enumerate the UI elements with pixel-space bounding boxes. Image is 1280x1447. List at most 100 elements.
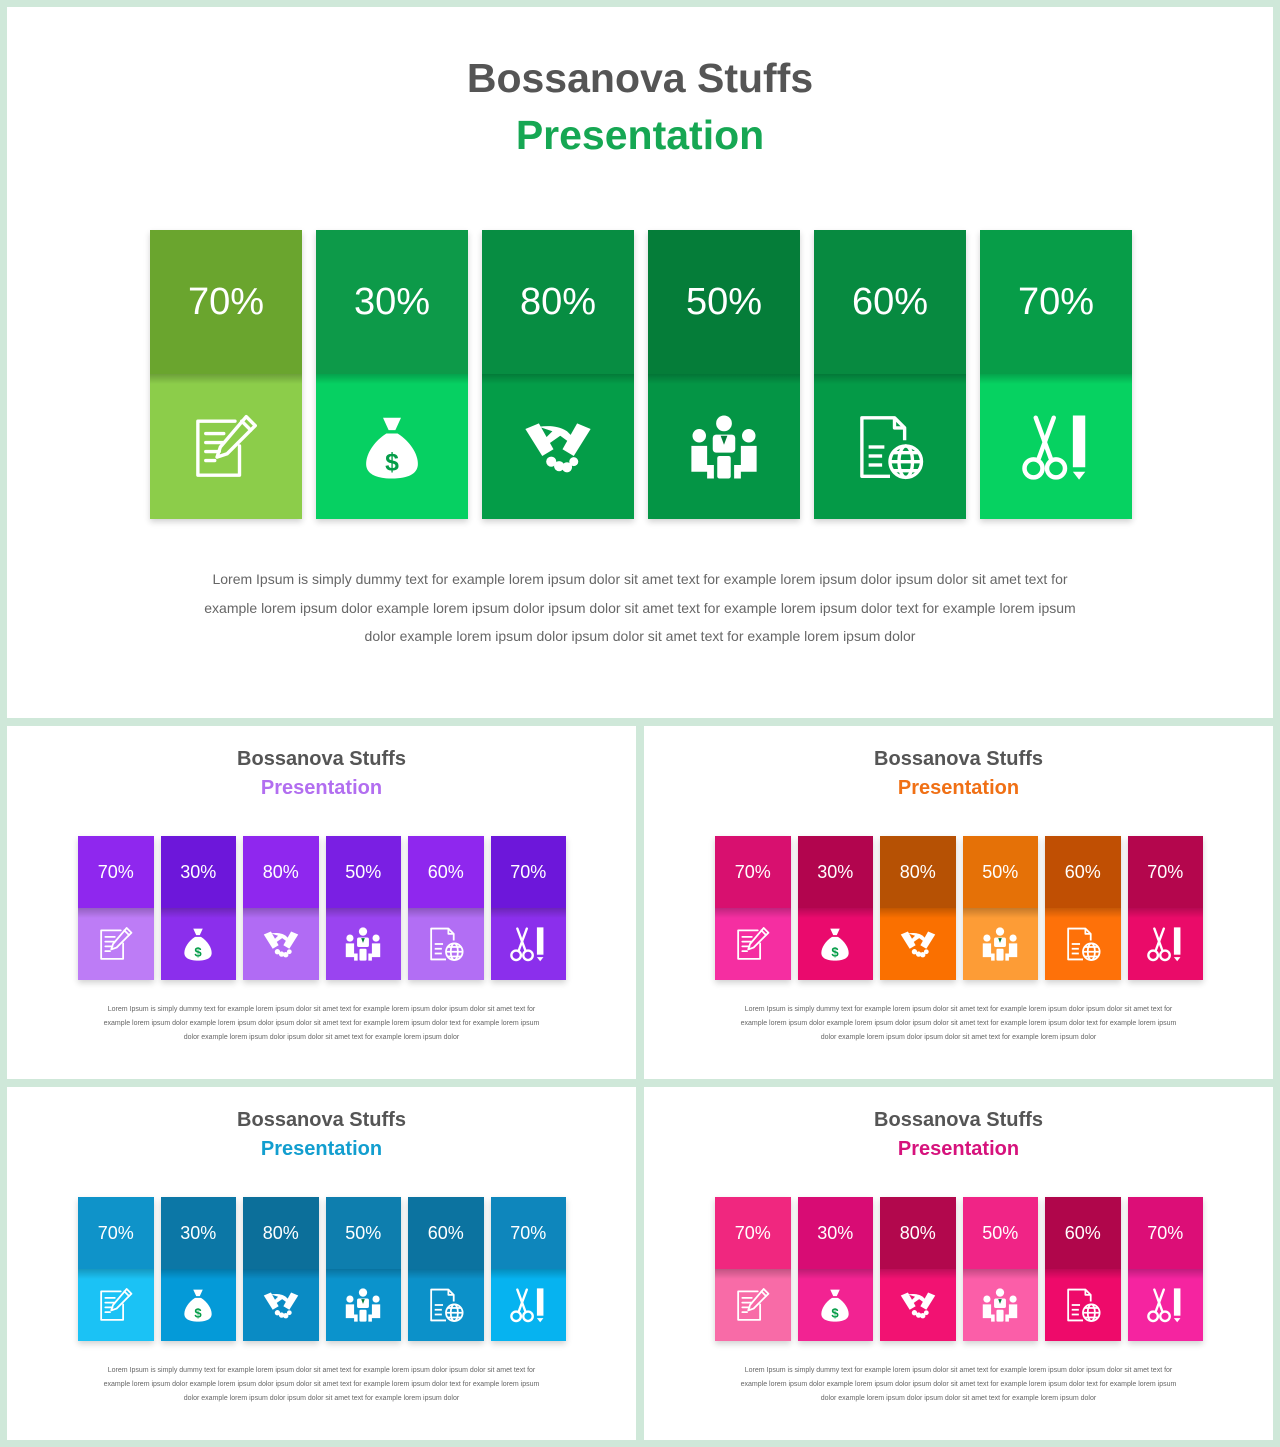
- card-icon-panel: $: [160, 908, 236, 980]
- card-row: 70% 30% $80% 50% 60% 70%: [78, 836, 566, 980]
- slide-main[interactable]: Bossanova Stuffs Presentation 70% 30% $80%…: [7, 7, 1273, 718]
- handshake-icon: [899, 925, 937, 963]
- percent-card: 60%: [814, 230, 966, 519]
- slide-title: Bossanova Stuffs: [237, 1109, 406, 1131]
- card-percent-value: 80%: [243, 1197, 319, 1269]
- body-text: Lorem Ipsum is simply dummy text for exa…: [644, 1003, 1273, 1045]
- percent-card: 30% $: [160, 1197, 236, 1341]
- card-icon-panel: [325, 908, 401, 980]
- card-icon-panel: [962, 1269, 1038, 1341]
- percent-card: 60%: [1045, 1197, 1121, 1341]
- svg-text:$: $: [385, 449, 399, 476]
- handshake-icon: [899, 1286, 937, 1324]
- body-text: Lorem Ipsum is simply dummy text for exa…: [7, 565, 1273, 651]
- body-text: Lorem Ipsum is simply dummy text for exa…: [644, 1364, 1273, 1406]
- card-icon-panel: [490, 1269, 566, 1341]
- percent-card: 70%: [715, 1197, 791, 1341]
- percent-card: 80%: [482, 230, 634, 519]
- note-edit-icon: [97, 1286, 135, 1324]
- percent-card: 80%: [880, 1197, 956, 1341]
- body-text-line: example lorem ipsum dolor example lorem …: [740, 1020, 1177, 1027]
- card-percent-value: 30%: [316, 230, 468, 374]
- card-icon-panel: [980, 374, 1132, 519]
- card-icon-panel: [408, 1269, 484, 1341]
- card-row: 70% 30% $80% 50% 60% 70%: [78, 1197, 566, 1341]
- card-percent-value: 60%: [408, 836, 484, 908]
- svg-text:$: $: [832, 1305, 840, 1320]
- slide-subtitle: Presentation: [260, 777, 383, 799]
- slide-thumbnail-purple[interactable]: Bossanova Stuffs Presentation 70% 30% $80%…: [7, 726, 636, 1079]
- percent-card: 70%: [78, 836, 154, 980]
- card-percent-value: 60%: [408, 1197, 484, 1269]
- slide-subtitle: Presentation: [897, 777, 1020, 799]
- card-icon-panel: [150, 374, 302, 519]
- card-percent-value: 70%: [1127, 1197, 1203, 1269]
- team-meeting-icon: [981, 1286, 1019, 1324]
- slide-subtitle: Presentation: [260, 1138, 383, 1160]
- slide-thumbnail-orange[interactable]: Bossanova Stuffs Presentation 70% 30% $80%…: [644, 726, 1273, 1079]
- card-icon-panel: [1127, 1269, 1203, 1341]
- body-text-line: example lorem ipsum dolor example lorem …: [103, 1381, 540, 1388]
- body-text-line: example lorem ipsum dolor example lorem …: [103, 1020, 540, 1027]
- card-row: 70% 30% $80% 50% 60% 70%: [715, 1197, 1203, 1341]
- percent-card: 30% $: [160, 836, 236, 980]
- svg-text:$: $: [195, 1305, 203, 1320]
- card-icon-panel: [715, 908, 791, 980]
- scissors-icon: [509, 925, 547, 963]
- web-document-icon: [1064, 1286, 1102, 1324]
- percent-card: 30% $: [797, 836, 873, 980]
- card-percent-value: 70%: [715, 836, 791, 908]
- percent-card: 50%: [962, 836, 1038, 980]
- percent-card: 70%: [715, 836, 791, 980]
- card-percent-value: 60%: [1045, 1197, 1121, 1269]
- slide-thumbnail-pink[interactable]: Bossanova Stuffs Presentation 70% 30% $80%…: [644, 1087, 1273, 1440]
- percent-card: 70%: [980, 230, 1132, 519]
- body-text-line: dolor example lorem ipsum dolor ipsum do…: [364, 628, 916, 644]
- percent-card: 60%: [408, 1197, 484, 1341]
- card-percent-value: 80%: [880, 1197, 956, 1269]
- card-icon-panel: [814, 374, 966, 519]
- card-percent-value: 30%: [160, 836, 236, 908]
- body-text: Lorem Ipsum is simply dummy text for exa…: [7, 1364, 636, 1406]
- percent-card: 70%: [150, 230, 302, 519]
- team-meeting-icon: [344, 1286, 382, 1324]
- body-text-line: Lorem Ipsum is simply dummy text for exa…: [744, 1367, 1173, 1374]
- card-icon-panel: [880, 908, 956, 980]
- card-icon-panel: [482, 374, 634, 519]
- svg-text:$: $: [195, 944, 203, 959]
- card-icon-panel: $: [316, 374, 468, 519]
- scissors-icon: [1020, 411, 1092, 483]
- card-percent-value: 30%: [160, 1197, 236, 1269]
- scissors-icon: [509, 1286, 547, 1324]
- body-text-line: dolor example lorem ipsum dolor ipsum do…: [183, 1034, 460, 1041]
- money-bag-icon: $: [179, 925, 217, 963]
- svg-text:$: $: [832, 944, 840, 959]
- web-document-icon: [854, 411, 926, 483]
- card-icon-panel: [78, 908, 154, 980]
- card-percent-value: 50%: [648, 230, 800, 374]
- card-icon-panel: $: [160, 1269, 236, 1341]
- web-document-icon: [427, 1286, 465, 1324]
- note-edit-icon: [734, 1286, 772, 1324]
- scissors-icon: [1146, 1286, 1184, 1324]
- web-document-icon: [1064, 925, 1102, 963]
- percent-card: 60%: [408, 836, 484, 980]
- card-percent-value: 80%: [482, 230, 634, 374]
- card-percent-value: 50%: [325, 1197, 401, 1269]
- slide-thumbnail-blue[interactable]: Bossanova Stuffs Presentation 70% 30% $80%…: [7, 1087, 636, 1440]
- card-percent-value: 30%: [797, 836, 873, 908]
- body-text-line: Lorem Ipsum is simply dummy text for exa…: [107, 1006, 536, 1013]
- card-icon-panel: [408, 908, 484, 980]
- card-icon-panel: $: [797, 908, 873, 980]
- percent-card: 50%: [325, 1197, 401, 1341]
- money-bag-icon: $: [816, 925, 854, 963]
- card-percent-value: 70%: [150, 230, 302, 374]
- percent-card: 70%: [490, 836, 566, 980]
- card-percent-value: 60%: [1045, 836, 1121, 908]
- card-percent-value: 70%: [715, 1197, 791, 1269]
- handshake-icon: [262, 1286, 300, 1324]
- card-percent-value: 80%: [880, 836, 956, 908]
- slide-subtitle: Presentation: [897, 1138, 1020, 1160]
- card-icon-panel: [1045, 908, 1121, 980]
- body-text-line: Lorem Ipsum is simply dummy text for exa…: [212, 571, 1068, 587]
